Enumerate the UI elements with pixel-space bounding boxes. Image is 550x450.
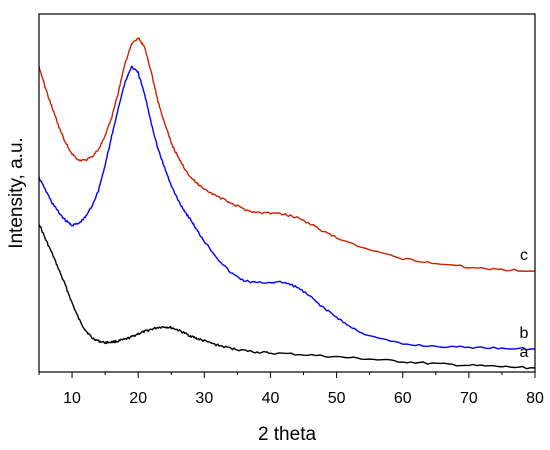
curve-labels: ab c bbox=[520, 247, 529, 361]
series-line-c bbox=[38, 37, 536, 272]
x-tick-label: 20 bbox=[129, 390, 147, 407]
curve-label-b: b bbox=[520, 325, 529, 342]
x-tick-label: 80 bbox=[526, 390, 544, 407]
curve-label-a: a bbox=[520, 344, 529, 361]
x-tick-label: 30 bbox=[195, 390, 213, 407]
x-axis-title: 2 theta bbox=[258, 424, 317, 445]
plot-frame bbox=[38, 13, 536, 373]
series-line-a bbox=[38, 224, 536, 370]
x-tick-label: 60 bbox=[394, 390, 412, 407]
x-tick-label: 10 bbox=[63, 390, 81, 407]
x-axis: 10 20 30 40 50 60 70 80 bbox=[38, 372, 544, 407]
x-tick-label: 50 bbox=[328, 390, 346, 407]
x-tick-label: 70 bbox=[460, 390, 478, 407]
series-line-b bbox=[38, 65, 535, 351]
curve-label-c: c bbox=[520, 247, 528, 264]
curves-group bbox=[38, 37, 536, 370]
x-tick-label: 40 bbox=[262, 390, 280, 407]
y-axis-title: Intensity, a.u. bbox=[6, 137, 27, 249]
